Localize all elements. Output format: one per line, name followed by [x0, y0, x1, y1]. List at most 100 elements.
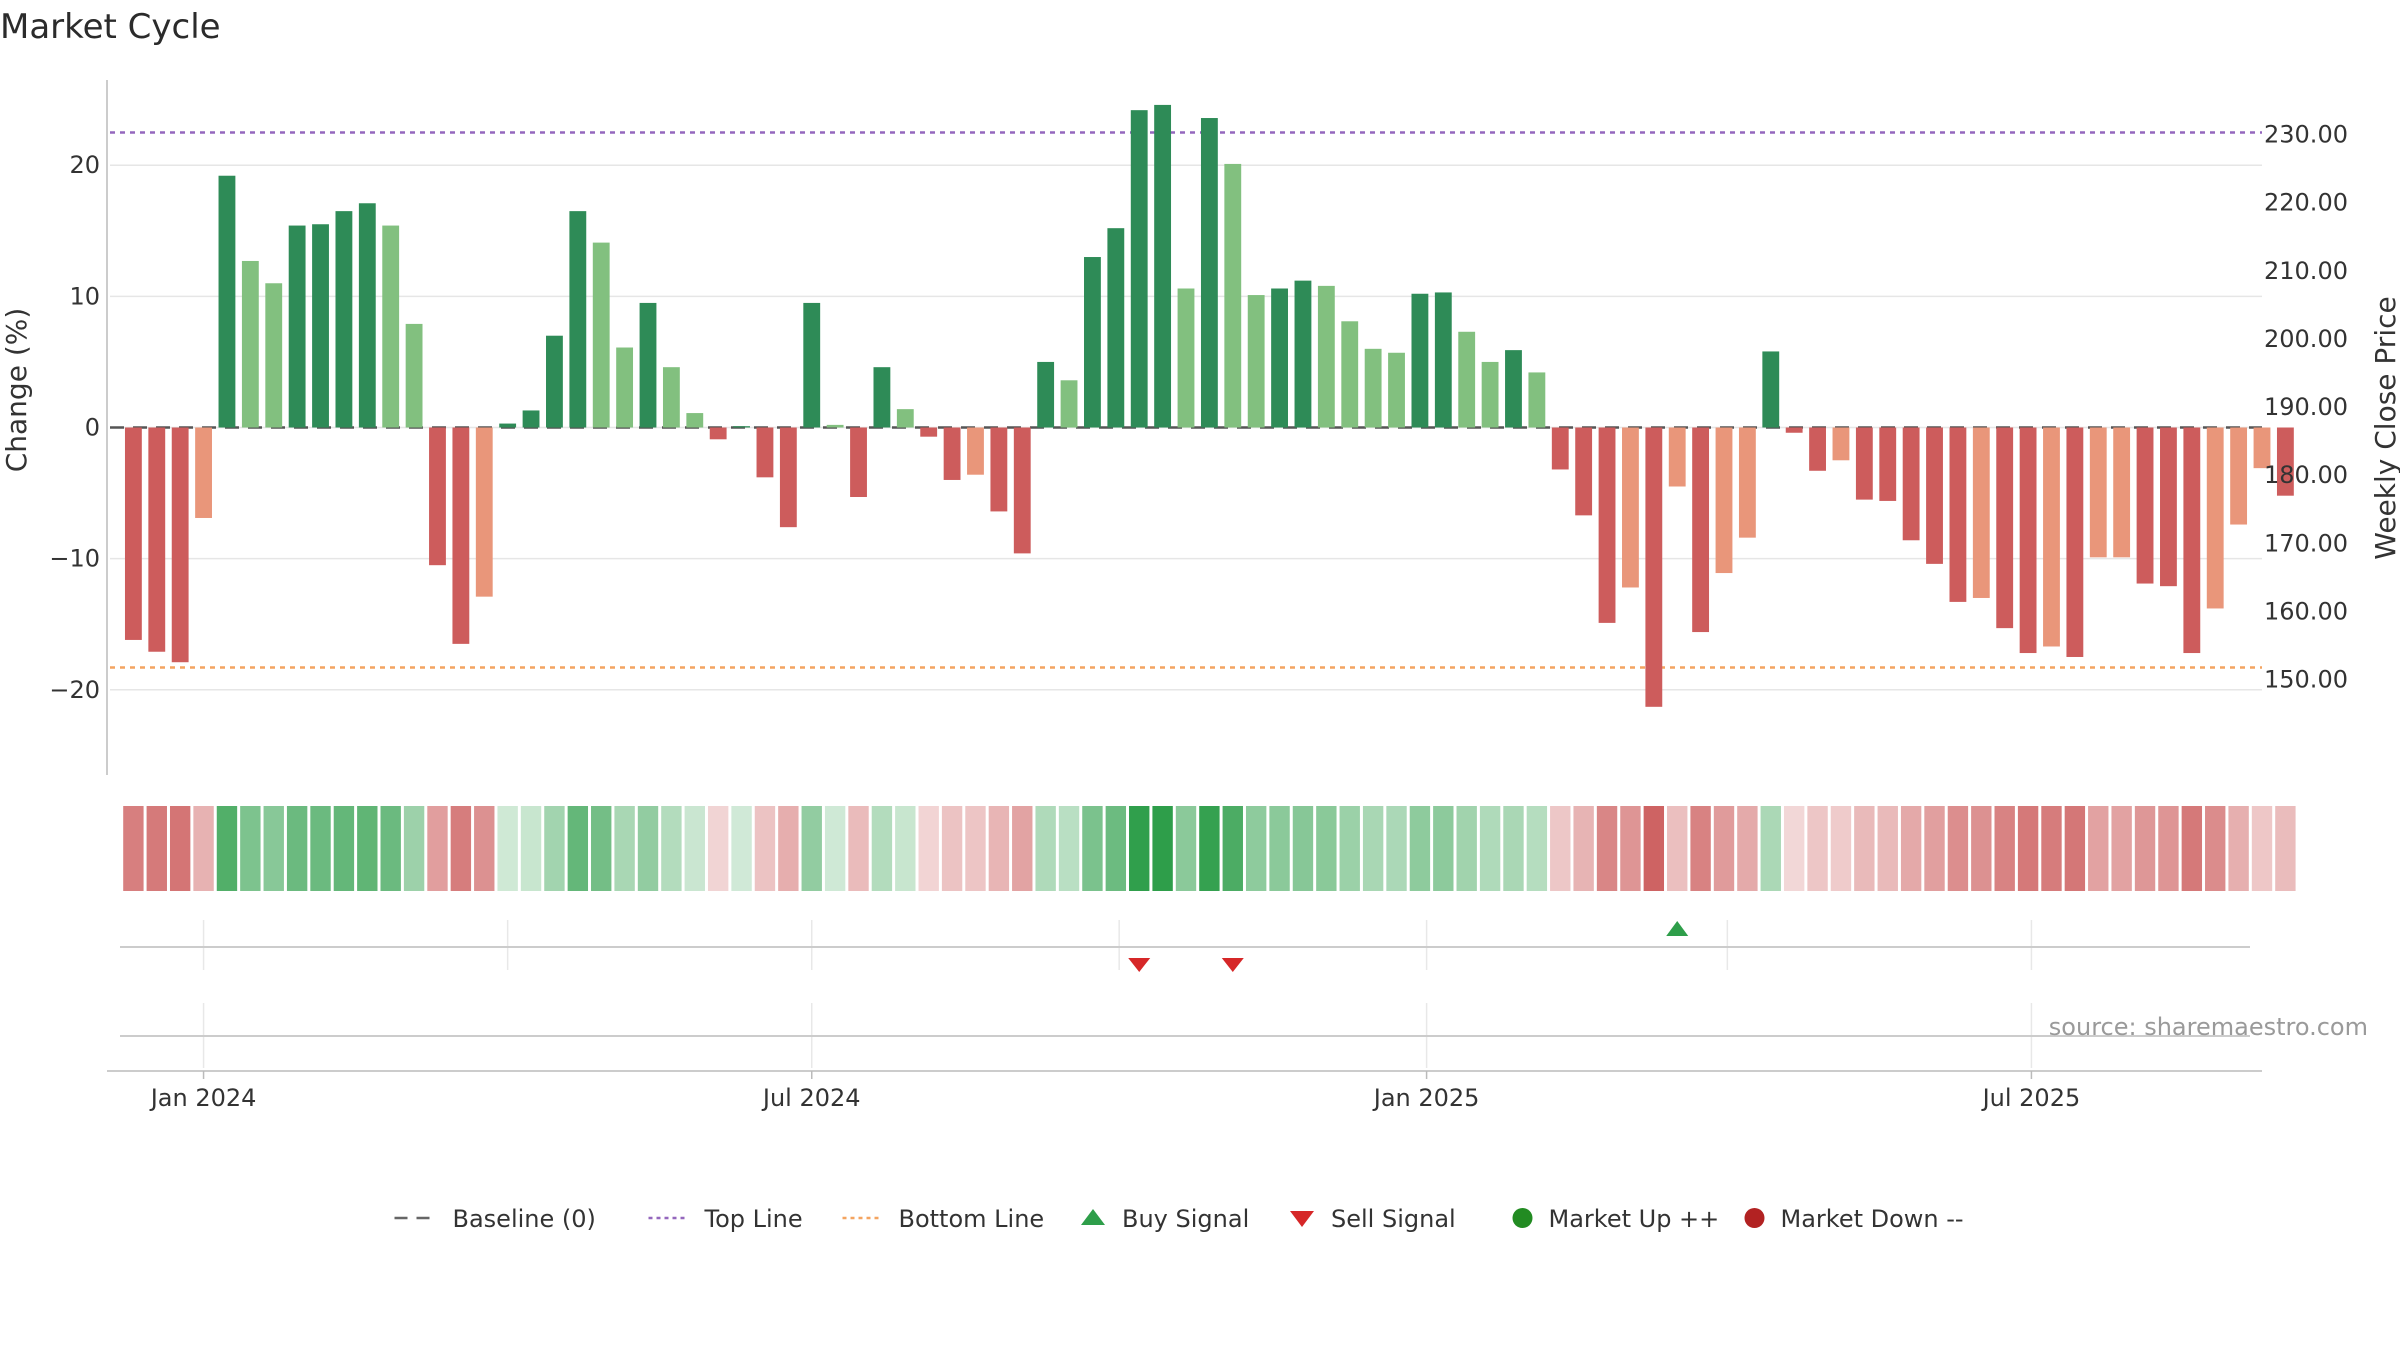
bar [1668, 427, 1686, 487]
bar [826, 424, 844, 428]
bar [1575, 427, 1593, 516]
y2-tick-label: 210.00 [2264, 257, 2348, 285]
bar [1855, 427, 1873, 500]
legend-label: Baseline (0) [453, 1205, 596, 1233]
bar [850, 427, 867, 497]
bar [124, 427, 142, 640]
y-axis-title: Change (%) [0, 308, 33, 473]
bar [569, 211, 587, 428]
y2-tick-label: 150.00 [2264, 666, 2348, 694]
bar [2253, 427, 2271, 469]
heat-cell [801, 806, 822, 891]
heat-cell [1667, 806, 1688, 891]
bar [1037, 361, 1055, 428]
heat-cell [1152, 806, 1173, 891]
bar [2183, 427, 2201, 654]
bar [1551, 427, 1569, 470]
heat-strip [123, 806, 2296, 891]
y2-tick-label: 160.00 [2264, 597, 2348, 625]
bar [1271, 288, 1288, 428]
y2-axis-title: Weekly Close Price [2369, 296, 2400, 559]
sell-signal-marker [1128, 958, 1151, 972]
y2-tick-label: 190.00 [2264, 393, 2348, 421]
legend-label: Market Down -- [1781, 1205, 1964, 1233]
heat-cell [614, 806, 635, 891]
legend: Baseline (0) Top Line Bottom Line Buy Signa… [394, 1205, 1964, 1233]
bar [873, 367, 891, 428]
bar [171, 427, 189, 663]
heat-cell [357, 806, 378, 891]
legend-item: Buy Signal [1081, 1205, 1249, 1233]
heat-cell [1596, 806, 1618, 891]
y2-tick-label: 170.00 [2264, 529, 2348, 557]
heat-cell [1573, 806, 1594, 891]
heat-cell [169, 806, 191, 891]
x-axis: Jan 2024 Jul 2024 Jan 2025 Jul 2025 [107, 1070, 2262, 1112]
heat-cell [2111, 806, 2132, 891]
bar [1692, 427, 1710, 633]
heat-cell [1339, 806, 1360, 891]
x-tick-label: Jan 2025 [1372, 1084, 1480, 1112]
y2-tick-label: 180.00 [2264, 461, 2348, 489]
heat-cell [286, 806, 308, 891]
axes: 20 10 0 −10 −20 230.00 220.00 210.00 200.00 190.0… [49, 80, 2348, 775]
bar [662, 367, 680, 428]
heat-cell [1690, 806, 1711, 891]
heat-cell [1526, 806, 1548, 891]
heat-cell [1175, 806, 1197, 891]
heat-cell [1900, 806, 1922, 891]
heat-cell [520, 806, 542, 891]
heat-cell [1854, 806, 1875, 891]
heat-cell [637, 806, 659, 891]
heat-cell [1082, 806, 1103, 891]
bar [803, 302, 821, 428]
heat-cell [1362, 806, 1384, 891]
source-label: source: sharemaestro.com [2049, 1013, 2368, 1041]
heat-cell [474, 806, 495, 891]
heat-cell [450, 806, 472, 891]
bar [1622, 427, 1639, 588]
y-tick-label: 20 [69, 151, 100, 179]
chart-title: Market Cycle [0, 7, 221, 47]
legend-triangle-up-icon [1081, 1209, 1105, 1225]
bar [2019, 427, 2037, 654]
heat-cell [2181, 806, 2203, 891]
signal-panel [120, 920, 2250, 1068]
bar [1434, 292, 1452, 428]
bars [124, 104, 2294, 707]
heat-cell [1807, 806, 1828, 891]
bar [241, 260, 259, 428]
heat-cell [684, 806, 705, 891]
heat-cell [146, 806, 167, 891]
heat-cell [1479, 806, 1501, 891]
bar [2160, 427, 2177, 587]
legend-item: Top Line [648, 1205, 803, 1233]
legend-label: Sell Signal [1331, 1205, 1456, 1233]
y-tick-label: −10 [49, 545, 100, 573]
heat-cell [544, 806, 565, 891]
bar [2066, 427, 2084, 657]
heat-cell [310, 806, 331, 891]
bar [429, 427, 446, 566]
heat-cell [1877, 806, 1898, 891]
bar [1762, 351, 1780, 428]
heat-cell [591, 806, 612, 891]
heat-cell [2088, 806, 2109, 891]
heat-cell [1760, 806, 1781, 891]
heat-cell [824, 806, 846, 891]
bar [2136, 427, 2154, 584]
bar [288, 225, 306, 428]
bar [1013, 427, 1031, 554]
heat-cell [1058, 806, 1080, 891]
heat-cell [1737, 806, 1758, 891]
heat-cell [2041, 806, 2062, 891]
heat-cell [941, 806, 963, 891]
heat-cell [1830, 806, 1852, 891]
heat-cell [1409, 806, 1431, 891]
bar [265, 283, 283, 428]
bar [1598, 427, 1616, 623]
bar [1130, 110, 1148, 428]
heat-cell [1269, 806, 1290, 891]
y-tick-label: −20 [49, 676, 100, 704]
